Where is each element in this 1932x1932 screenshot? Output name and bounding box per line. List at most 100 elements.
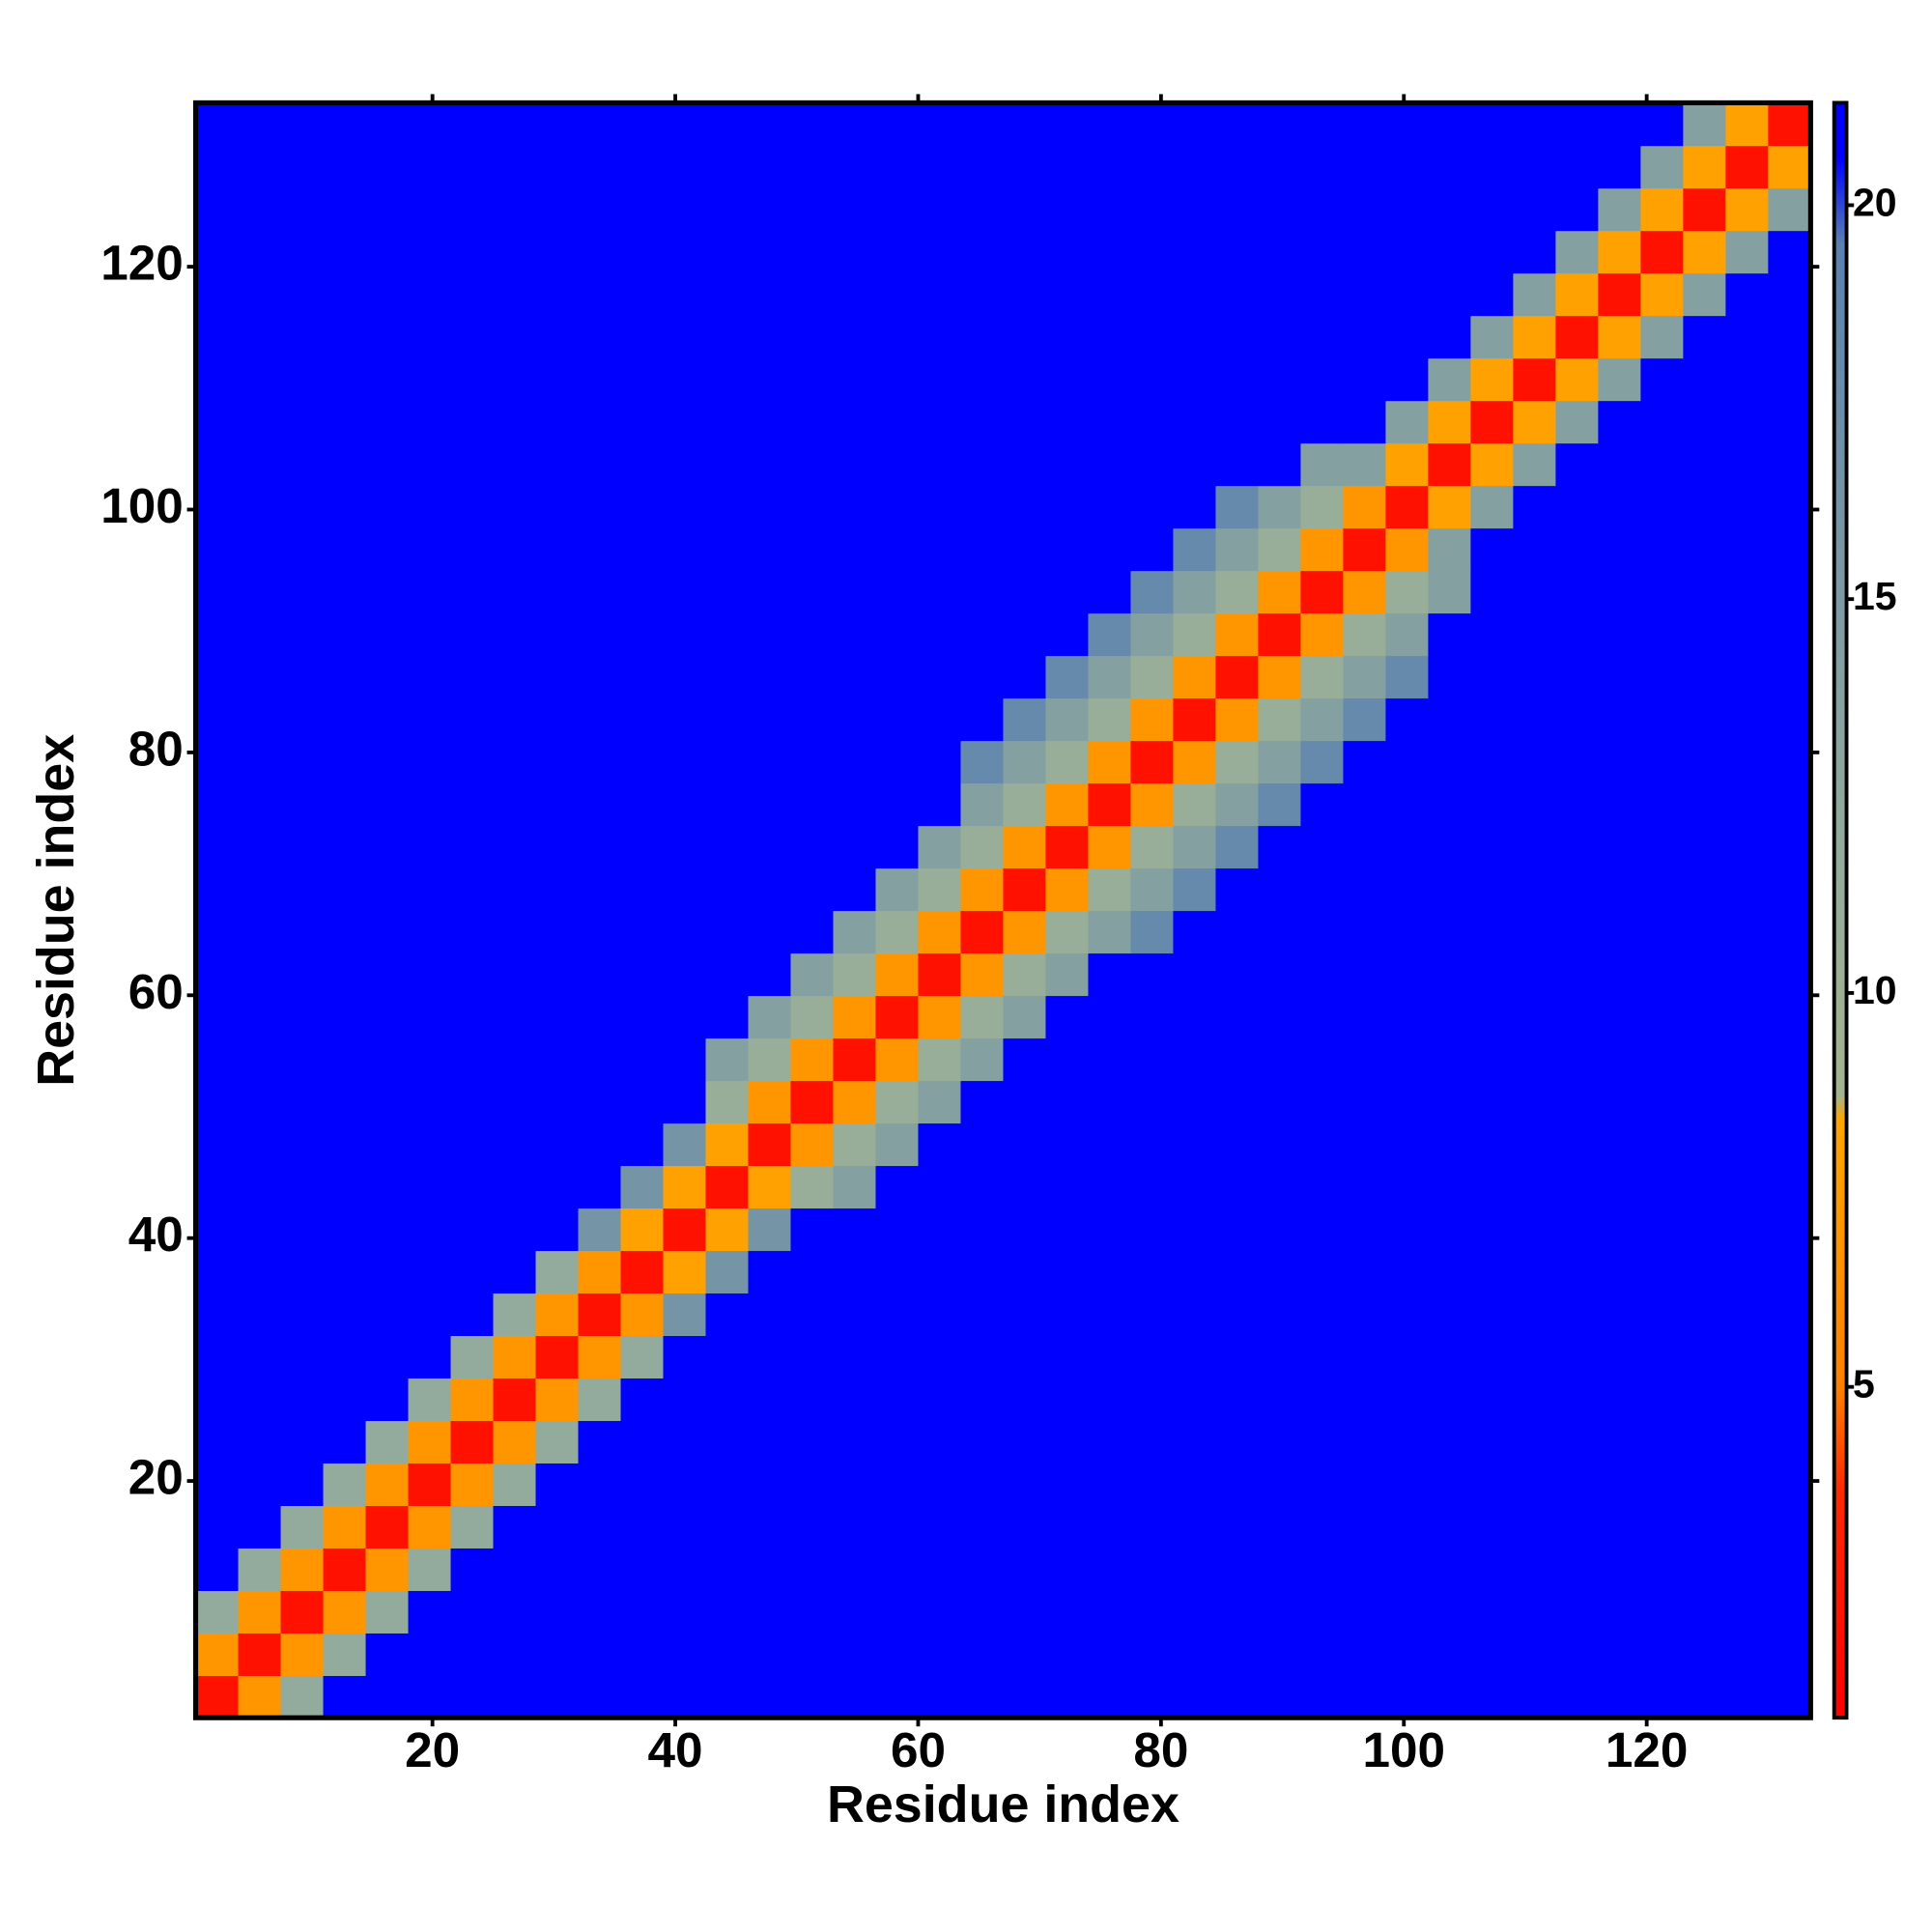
- heatmap-cell: [1173, 527, 1217, 572]
- heatmap-cell: [1215, 1463, 1260, 1507]
- heatmap-cell: [748, 1122, 792, 1167]
- heatmap-cell: [1768, 1080, 1812, 1124]
- heatmap-cell: [1003, 1080, 1047, 1124]
- heatmap-cell: [1343, 400, 1387, 444]
- heatmap-cell: [365, 1548, 410, 1591]
- heatmap-cell: [833, 145, 877, 189]
- heatmap-cell: [238, 612, 282, 657]
- heatmap-cell: [1725, 697, 1770, 742]
- heatmap-cell: [790, 697, 835, 742]
- heatmap-cell: [450, 527, 495, 572]
- heatmap-cell: [620, 485, 665, 529]
- heatmap-cell: [535, 1208, 580, 1252]
- heatmap-cell: [1555, 315, 1600, 359]
- heatmap-cell: [1343, 1548, 1387, 1591]
- heatmap-cell: [323, 1378, 367, 1422]
- heatmap-cell: [790, 1505, 835, 1548]
- heatmap-cell: [280, 782, 325, 827]
- heatmap-cell: [663, 952, 707, 997]
- heatmap-cell: [535, 825, 580, 869]
- heatmap-cell: [195, 1505, 240, 1548]
- heatmap-cell: [450, 1293, 495, 1337]
- heatmap-cell: [918, 1548, 962, 1591]
- heatmap-cell: [663, 272, 707, 317]
- heatmap-cell: [365, 995, 410, 1039]
- heatmap-cell: [918, 187, 962, 232]
- heatmap-cell: [790, 1463, 835, 1507]
- heatmap-cell: [238, 1463, 282, 1507]
- heatmap-cell: [1130, 782, 1175, 827]
- heatmap-cell: [620, 187, 665, 232]
- heatmap-cell: [238, 1378, 282, 1422]
- heatmap-cell: [663, 357, 707, 402]
- heatmap-cell: [1725, 740, 1770, 784]
- heatmap-cell: [280, 1590, 325, 1634]
- heatmap-cell: [1385, 102, 1430, 147]
- heatmap-cell: [1768, 1208, 1812, 1252]
- heatmap-cell: [1173, 485, 1217, 529]
- heatmap-cell: [1640, 187, 1685, 232]
- heatmap-cell: [1555, 1505, 1600, 1548]
- heatmap-cell: [493, 1250, 537, 1294]
- heatmap-cell: [493, 1463, 537, 1507]
- heatmap-cell: [365, 1505, 410, 1548]
- heatmap-cell: [1428, 1675, 1472, 1719]
- heatmap-cell: [1300, 485, 1345, 529]
- heatmap-cell: [790, 230, 835, 274]
- heatmap-cell: [1640, 102, 1685, 147]
- heatmap-cell: [1258, 655, 1302, 699]
- heatmap-cell: [323, 315, 367, 359]
- heatmap-cell: [1683, 230, 1727, 274]
- heatmap-cell: [875, 867, 920, 912]
- heatmap-cell: [1513, 1590, 1557, 1634]
- heatmap-cell: [663, 187, 707, 232]
- heatmap-cell: [1003, 782, 1047, 827]
- heatmap-cell: [1513, 952, 1557, 997]
- heatmap-cell: [1215, 952, 1260, 997]
- heatmap-cell: [238, 1675, 282, 1719]
- heatmap-cell: [960, 400, 1005, 444]
- heatmap-cell: [1088, 1080, 1132, 1124]
- heatmap-cell: [663, 145, 707, 189]
- heatmap-cell: [918, 357, 962, 402]
- heatmap-cell: [238, 145, 282, 189]
- heatmap-cell: [705, 1505, 750, 1548]
- heatmap-cell: [1598, 995, 1642, 1039]
- heatmap-cell: [1215, 1080, 1260, 1124]
- heatmap-cell: [1385, 995, 1430, 1039]
- heatmap-cell: [663, 995, 707, 1039]
- heatmap-cell: [1513, 187, 1557, 232]
- heatmap-cell: [1768, 1548, 1812, 1591]
- heatmap-cell: [663, 1080, 707, 1124]
- heatmap-cell: [1725, 995, 1770, 1039]
- heatmap-cell: [1470, 1463, 1515, 1507]
- heatmap-cell: [875, 315, 920, 359]
- heatmap-cell: [450, 102, 495, 147]
- heatmap-cell: [493, 315, 537, 359]
- heatmap-cell: [408, 1420, 452, 1464]
- heatmap-cell: [238, 1335, 282, 1379]
- heatmap-cell: [833, 272, 877, 317]
- heatmap-cell: [1343, 485, 1387, 529]
- heatmap-cell: [238, 272, 282, 317]
- heatmap-cell: [1003, 1293, 1047, 1337]
- heatmap-cell: [1088, 102, 1132, 147]
- heatmap-cell: [833, 1420, 877, 1464]
- heatmap-cell: [1343, 187, 1387, 232]
- heatmap-cell: [535, 145, 580, 189]
- heatmap-cell: [620, 230, 665, 274]
- heatmap-cell: [1385, 1250, 1430, 1294]
- heatmap-cell: [1513, 485, 1557, 529]
- heatmap-cell: [1045, 1165, 1090, 1209]
- heatmap-cell: [280, 187, 325, 232]
- heatmap-cell: [493, 442, 537, 487]
- heatmap-cell: [1640, 1378, 1685, 1422]
- heatmap-cell: [195, 1250, 240, 1294]
- heatmap-cell: [875, 1037, 920, 1082]
- heatmap-cell: [1768, 952, 1812, 997]
- heatmap-cell: [875, 400, 920, 444]
- heatmap-cell: [705, 740, 750, 784]
- heatmap-cell: [960, 1675, 1005, 1719]
- heatmap-cell: [748, 995, 792, 1039]
- heatmap-cell: [960, 697, 1005, 742]
